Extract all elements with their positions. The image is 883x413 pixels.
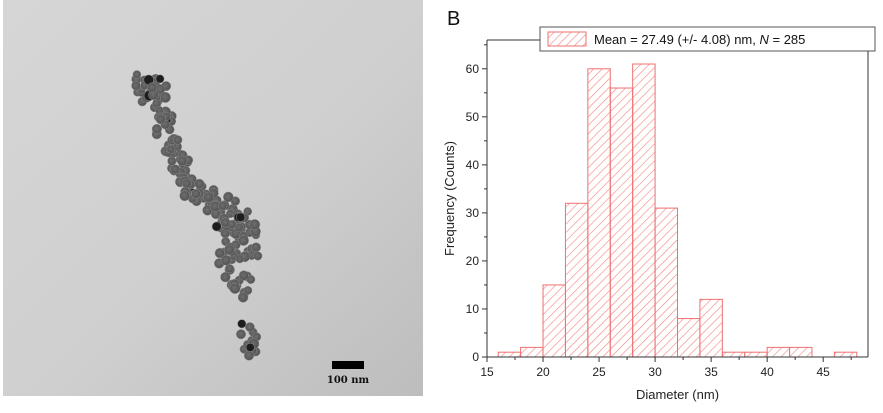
histogram-bar [766,346,791,358]
nanoparticle [194,178,205,189]
nanoparticle [223,191,234,203]
nanoparticle [243,350,255,361]
histogram-bar [833,351,858,358]
x-tick-label: 25 [592,365,606,379]
nanoparticle [235,254,245,264]
nanoparticle [155,74,165,84]
nanoparticle [155,114,166,125]
legend-n-value: = 285 [769,32,806,47]
nanoparticle [249,219,261,230]
y-tick-label: 40 [466,158,480,172]
nanoparticle [238,235,249,246]
nanoparticle [214,247,226,259]
histogram-bar [587,68,611,358]
nanoparticle [132,70,142,79]
legend-frame [539,26,876,52]
x-tick-label: 45 [816,365,830,379]
histogram-bar [654,207,679,358]
y-tick-label: 60 [466,62,480,76]
nanoparticle [181,178,192,189]
nanoparticle [131,80,141,91]
x-tick-label: 35 [704,365,718,379]
nanoparticle [220,271,231,283]
y-tick-label: 0 [472,350,479,364]
y-tick-label: 30 [466,206,480,220]
x-axis-label: Diameter (nm) [636,387,719,402]
scale-bar-line [332,361,364,369]
nanoparticle [224,264,235,274]
nanoparticle [237,319,247,329]
histogram-bar [677,318,701,358]
nanoparticle [251,242,261,253]
chart-legend: Mean = 27.49 (+/- 4.08) nm, N = 285 [539,26,876,52]
nanoparticle-cluster [131,70,263,361]
y-tick-label: 10 [466,302,480,316]
nanoparticle [151,123,162,135]
nanoparticle [236,212,246,222]
nanoparticle [159,91,171,103]
histogram-bar [721,351,746,358]
y-axis-label: Frequency (Counts) [442,141,457,256]
nanoparticle [220,254,232,266]
nanoparticle [245,343,255,352]
histogram-bar [542,284,566,358]
histogram-bar [497,351,522,358]
nanoparticle [243,286,253,295]
nanoparticle [253,251,263,261]
histogram-bar [564,202,589,358]
histogram-bar [520,346,544,358]
nanoparticle [177,155,188,166]
nanoparticle [218,201,228,211]
nanoparticle [211,221,222,232]
scale-bar: 100 nm [318,358,378,390]
histogram-chart: 15 20 25 30 35 40 45 0 10 20 30 40 50 60 Mean = 27.49… [430,20,883,413]
histogram-bar [632,63,656,358]
x-tick-label: 20 [536,365,550,379]
legend-mean: Mean = 27.49 (+/- 4.08) nm, [594,32,759,47]
nanoparticle [238,270,249,281]
histogram-bars [497,63,858,358]
x-tick-label: 40 [760,365,774,379]
nanoparticle [220,217,231,228]
nanoparticle [245,322,255,332]
nanoparticle [167,156,177,166]
scale-bar-label: 100 nm [326,375,370,386]
nanoparticle [229,282,241,294]
nanoparticle [236,329,246,340]
histogram-bar [609,87,634,358]
histogram-bar [789,346,813,358]
y-tick-label: 20 [466,254,480,268]
nanoparticle [173,135,183,145]
legend-swatch [547,31,587,47]
tem-micrograph: 100 nm [0,0,425,396]
legend-label: Mean = 27.49 (+/- 4.08) nm, N = 285 [594,32,805,47]
nanoparticle [191,189,201,199]
legend-n-symbol: N [759,32,769,47]
nanoparticle [170,164,181,175]
nanoparticle [166,144,176,154]
panel-label-b: B [447,8,461,30]
x-tick-label: 30 [648,365,662,379]
y-tick-label: 50 [466,110,480,124]
nanoparticle [237,292,249,303]
nanoparticle [147,82,158,93]
x-tick-label: 15 [480,365,494,379]
nanoparticle [179,190,190,202]
histogram-bar [744,351,768,358]
histogram-bar [699,298,723,358]
nanoparticle [203,191,214,203]
nanoparticle [224,244,235,256]
